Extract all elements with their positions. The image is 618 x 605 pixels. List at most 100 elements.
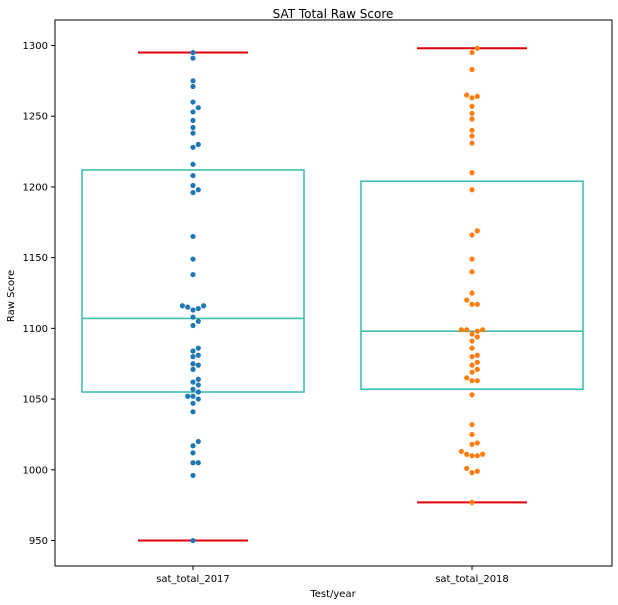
- y-tick-label: 1150: [23, 253, 48, 264]
- data-point-sat_total_2018: [458, 327, 464, 333]
- data-point-sat_total_2018: [469, 95, 475, 101]
- data-point-sat_total_2017: [190, 49, 196, 56]
- data-point-sat_total_2017: [195, 105, 201, 111]
- data-point-sat_total_2017: [190, 172, 196, 179]
- data-point-sat_total_2017: [195, 396, 201, 402]
- data-point-sat_total_2018: [469, 103, 475, 109]
- data-point-sat_total_2018: [469, 499, 475, 505]
- data-point-sat_total_2017: [190, 233, 196, 240]
- data-point-sat_total_2018: [469, 354, 475, 360]
- data-point-sat_total_2018: [474, 378, 480, 384]
- data-point-sat_total_2018: [469, 453, 475, 459]
- data-point-sat_total_2017: [195, 376, 201, 382]
- data-point-sat_total_2018: [474, 228, 480, 234]
- data-point-sat_total_2017: [190, 144, 196, 150]
- data-point-sat_total_2018: [469, 431, 475, 438]
- data-point-sat_total_2018: [469, 470, 475, 476]
- data-point-sat_total_2017: [195, 305, 201, 312]
- data-point-sat_total_2018: [474, 366, 480, 372]
- data-point-sat_total_2017: [201, 303, 207, 309]
- data-point-sat_total_2017: [190, 161, 196, 167]
- y-tick-label: 950: [29, 536, 48, 547]
- data-point-sat_total_2017: [190, 124, 196, 131]
- data-point-sat_total_2017: [195, 438, 201, 445]
- data-point-sat_total_2018: [469, 338, 475, 344]
- data-point-sat_total_2017: [190, 307, 196, 313]
- data-point-sat_total_2017: [185, 393, 191, 399]
- data-point-sat_total_2017: [190, 472, 196, 479]
- data-point-sat_total_2018: [474, 93, 480, 99]
- y-axis-label: Raw Score: [6, 270, 17, 322]
- y-tick-label: 1000: [23, 465, 48, 476]
- data-point-sat_total_2018: [469, 331, 475, 337]
- data-point-sat_total_2017: [190, 393, 196, 399]
- data-point-sat_total_2018: [469, 290, 475, 296]
- data-point-sat_total_2017: [195, 352, 201, 358]
- y-tick-label: 1200: [23, 182, 48, 193]
- data-point-sat_total_2018: [469, 369, 475, 375]
- data-point-sat_total_2018: [480, 451, 486, 457]
- axes: 950 1000 1050 1100 1150 1200 1250 1300 sat_total…: [23, 41, 509, 585]
- data-point-sat_total_2018: [464, 375, 470, 381]
- data-point-sat_total_2018: [474, 359, 480, 365]
- data-point-sat_total_2017: [190, 409, 196, 415]
- data-point-sat_total_2017: [195, 389, 201, 395]
- data-point-sat_total_2017: [190, 443, 196, 449]
- data-point-sat_total_2018: [474, 453, 480, 459]
- y-tick-label: 1250: [23, 112, 48, 123]
- x-axis-label: Test/year: [309, 589, 356, 600]
- data-point-sat_total_2018: [474, 301, 480, 307]
- data-point-sat_total_2017: [190, 109, 196, 115]
- data-point-sat_total_2018: [469, 392, 475, 398]
- data-point-sat_total_2018: [469, 49, 475, 56]
- data-point-sat_total_2018: [469, 66, 475, 73]
- data-point-sat_total_2017: [190, 256, 196, 262]
- data-point-sat_total_2017: [190, 354, 196, 360]
- data-point-sat_total_2018: [474, 328, 480, 334]
- data-point-sat_total_2018: [474, 468, 480, 474]
- data-point-sat_total_2017: [190, 386, 196, 392]
- data-point-sat_total_2018: [469, 116, 475, 122]
- data-point-sat_total_2018: [469, 140, 475, 146]
- data-point-sat_total_2018: [469, 127, 475, 133]
- data-point-sat_total_2017: [190, 460, 196, 466]
- data-point-sat_total_2017: [195, 318, 201, 324]
- data-point-sat_total_2018: [474, 45, 480, 51]
- data-point-sat_total_2017: [185, 304, 191, 310]
- data-point-sat_total_2018: [469, 170, 475, 176]
- y-tick-label: 1050: [23, 395, 48, 406]
- data-point-sat_total_2017: [190, 400, 196, 406]
- data-point-sat_total_2017: [190, 189, 196, 196]
- data-point-sat_total_2017: [190, 117, 196, 124]
- data-point-sat_total_2017: [190, 182, 196, 189]
- data-point-sat_total_2018: [469, 133, 475, 139]
- data-point-sat_total_2018: [474, 334, 480, 340]
- data-point-sat_total_2018: [474, 440, 480, 446]
- plot-frame: [54, 19, 613, 567]
- data-point-sat_total_2017: [190, 130, 196, 136]
- data-point-sat_total_2018: [469, 256, 475, 262]
- data-point-sat_total_2018: [469, 441, 475, 447]
- data-point-sat_total_2018: [469, 110, 475, 116]
- data-point-sat_total_2018: [464, 327, 470, 333]
- data-point-sat_total_2018: [458, 448, 464, 455]
- chart-title: SAT Total Raw Score: [273, 7, 394, 21]
- data-point-sat_total_2018: [480, 327, 486, 333]
- data-point-sat_total_2017: [195, 141, 201, 148]
- data-point-sat_total_2017: [190, 83, 196, 90]
- data-point-sat_total_2017: [190, 366, 196, 372]
- data-point-sat_total_2017: [195, 382, 201, 388]
- data-point-sat_total_2017: [190, 322, 196, 329]
- data-point-sat_total_2018: [464, 92, 470, 98]
- data-point-sat_total_2017: [190, 537, 196, 544]
- data-point-sat_total_2017: [190, 99, 196, 105]
- data-point-sat_total_2017: [190, 379, 196, 385]
- data-point-sat_total_2018: [464, 451, 470, 457]
- data-point-sat_total_2018: [469, 269, 475, 275]
- data-point-sat_total_2017: [190, 314, 196, 320]
- data-point-sat_total_2017: [195, 187, 201, 193]
- plot-area: [81, 45, 584, 544]
- data-point-sat_total_2018: [469, 345, 475, 351]
- data-point-sat_total_2018: [469, 301, 475, 307]
